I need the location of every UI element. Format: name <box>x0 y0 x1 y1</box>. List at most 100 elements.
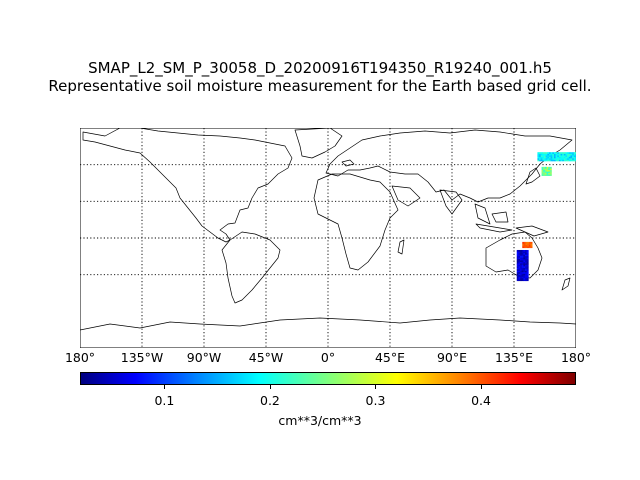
soil-moisture-cell <box>543 166 546 169</box>
soil-moisture-cell <box>525 246 528 249</box>
soil-moisture-cell <box>520 276 523 279</box>
soil-moisture-cell <box>518 270 521 273</box>
soil-moisture-cell <box>558 158 561 160</box>
soil-moisture-cell <box>526 263 529 265</box>
soil-moisture-cell <box>555 152 558 154</box>
soil-moisture-cell <box>573 153 576 156</box>
soil-moisture-cell <box>518 249 521 252</box>
soil-moisture-cell <box>543 172 546 175</box>
soil-moisture-cell <box>557 158 560 160</box>
soil-moisture-cell <box>516 277 519 280</box>
soil-moisture-cell <box>525 273 527 276</box>
longitude-label: 90°E <box>436 350 468 365</box>
soil-moisture-cell <box>518 274 521 277</box>
soil-moisture-cell <box>537 159 540 162</box>
soil-moisture-cell <box>523 246 526 249</box>
soil-moisture-cell <box>522 246 525 249</box>
soil-moisture-cell <box>548 158 551 160</box>
soil-moisture-cell <box>544 174 547 176</box>
soil-moisture-cell <box>547 155 550 157</box>
soil-moisture-cell <box>544 171 547 174</box>
soil-moisture-cell <box>520 260 523 263</box>
soil-moisture-cell <box>527 246 530 249</box>
soil-moisture-cell <box>545 153 548 156</box>
soil-moisture-cell <box>521 271 524 274</box>
soil-moisture-cell <box>518 254 521 257</box>
soil-moisture-cell <box>568 155 571 157</box>
soil-moisture-cell <box>525 276 527 279</box>
soil-moisture-cell <box>544 168 547 171</box>
soil-moisture-cell <box>525 279 527 282</box>
soil-moisture-cell <box>526 274 529 277</box>
soil-moisture-cell <box>521 254 524 257</box>
soil-moisture-cell <box>573 155 576 157</box>
soil-moisture-cell <box>573 159 576 162</box>
soil-moisture-cell <box>516 270 519 273</box>
soil-moisture-cell <box>527 244 530 247</box>
soil-moisture-cell <box>521 251 524 254</box>
soil-moisture-cell <box>544 158 546 160</box>
soil-moisture-cell <box>545 156 548 159</box>
soil-moisture-cell <box>521 264 524 267</box>
soil-moisture-cell <box>573 156 576 159</box>
soil-moisture-cell <box>525 274 527 277</box>
soil-moisture-cell <box>521 279 524 282</box>
soil-moisture-cell <box>544 155 546 157</box>
soil-moisture-cell <box>552 152 555 154</box>
soil-moisture-cell <box>518 264 521 267</box>
soil-moisture-cell <box>525 255 527 258</box>
soil-moisture-cell <box>522 243 525 246</box>
soil-moisture-cell <box>548 152 551 154</box>
soil-moisture-cell <box>521 276 524 279</box>
soil-moisture-cell <box>575 159 576 162</box>
soil-moisture-cell <box>541 174 544 176</box>
soil-moisture-cell <box>526 270 529 273</box>
soil-moisture-cell <box>542 156 545 159</box>
soil-moisture-cell <box>552 153 555 156</box>
soil-moisture-cell <box>546 166 549 169</box>
colorbar-tick-mark <box>164 385 166 389</box>
soil-moisture-cell <box>525 264 527 267</box>
soil-moisture-cell <box>565 153 568 156</box>
soil-moisture-cell <box>557 153 560 156</box>
soil-moisture-cell <box>560 159 563 162</box>
soil-moisture-cell <box>545 159 548 162</box>
soil-moisture-cell <box>523 264 526 267</box>
colorbar-unit-label: cm**3/cm**3 <box>278 413 362 428</box>
soil-moisture-cell <box>549 171 552 174</box>
soil-moisture-cell <box>525 251 527 254</box>
longitude-label: 0° <box>320 350 336 365</box>
soil-moisture-cell <box>520 252 523 255</box>
soil-moisture-cell <box>518 277 521 280</box>
soil-moisture-cell <box>521 267 524 270</box>
soil-moisture-cell <box>525 243 528 246</box>
soil-moisture-cell <box>570 153 573 156</box>
soil-moisture-cell <box>526 273 529 276</box>
soil-moisture-cell <box>567 158 570 160</box>
soil-moisture-cell <box>523 269 526 271</box>
soil-moisture-cell <box>520 261 523 264</box>
soil-moisture-cell <box>523 271 526 274</box>
graticule <box>80 128 576 348</box>
soil-moisture-cell <box>543 174 546 176</box>
soil-moisture-cell <box>521 266 524 268</box>
soil-moisture-cell <box>525 269 527 271</box>
soil-moisture-cell <box>560 156 563 159</box>
soil-moisture-cell <box>521 258 524 261</box>
soil-moisture-cell <box>555 155 558 157</box>
soil-moisture-cell <box>546 168 549 171</box>
soil-moisture-cell <box>572 155 575 157</box>
soil-moisture-cell <box>522 241 525 244</box>
soil-moisture-cell <box>572 153 575 156</box>
soil-moisture-cell <box>565 155 568 157</box>
longitude-label: 45°E <box>374 350 406 365</box>
soil-moisture-cell <box>521 263 524 265</box>
soil-moisture-cell <box>523 258 526 261</box>
soil-moisture-cell <box>523 252 526 255</box>
soil-moisture-cell <box>526 266 529 268</box>
soil-moisture-cell <box>568 152 571 154</box>
soil-moisture-cell <box>549 172 552 175</box>
soil-moisture-cell <box>548 171 551 174</box>
soil-moisture-cell <box>548 159 551 162</box>
soil-moisture-cell <box>570 152 573 154</box>
